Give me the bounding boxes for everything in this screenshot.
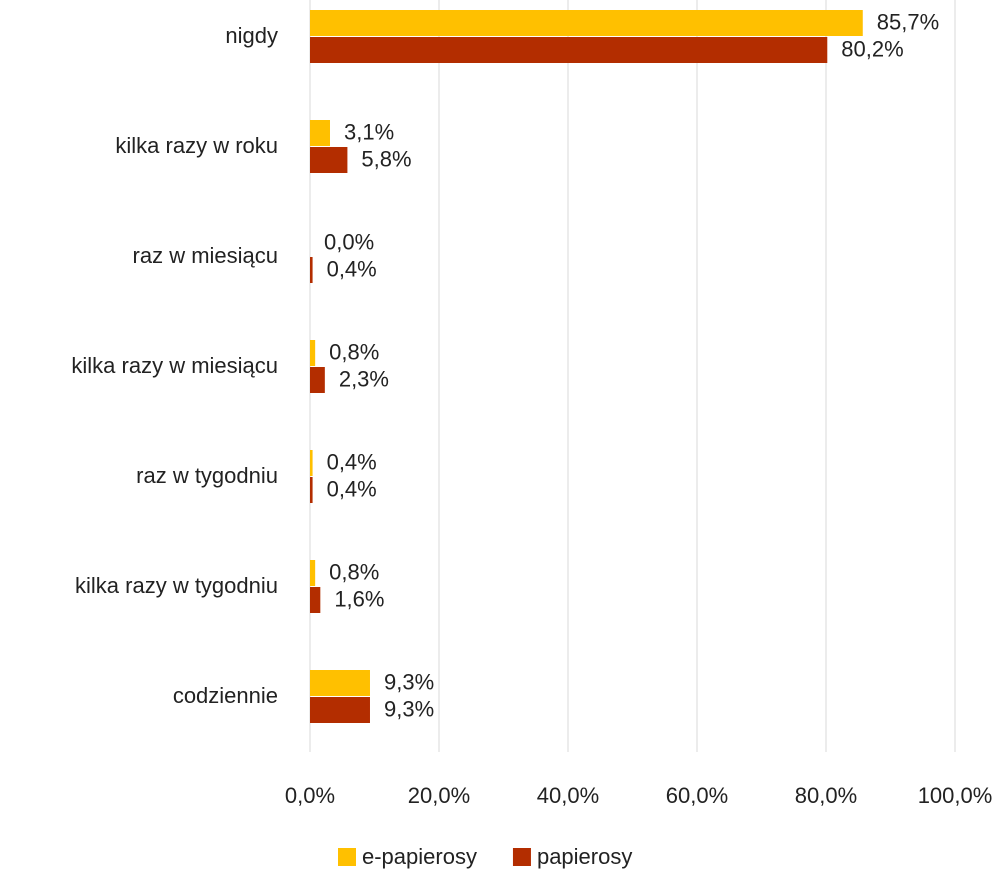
y-tick-label: kilka razy w miesiącu	[71, 353, 278, 378]
y-tick-label: raz w miesiącu	[133, 243, 278, 268]
value-label: 0,4%	[327, 449, 377, 474]
value-label: 5,8%	[361, 146, 411, 171]
legend-swatch	[512, 848, 531, 866]
legend-label: e-papierosy	[362, 844, 477, 869]
value-label: 9,3%	[384, 696, 434, 721]
value-label: 0,8%	[329, 339, 379, 364]
bar	[310, 697, 370, 723]
legend-label: papierosy	[537, 844, 632, 869]
x-tick-label: 100,0%	[918, 783, 993, 808]
bar	[310, 477, 313, 503]
x-tick-label: 20,0%	[408, 783, 470, 808]
bar	[310, 37, 828, 63]
y-tick-label: kilka razy w tygodniu	[75, 573, 278, 598]
bar	[310, 367, 325, 393]
y-tick-label: kilka razy w roku	[115, 133, 278, 158]
value-label: 0,4%	[327, 476, 377, 501]
bar	[310, 560, 316, 586]
value-label: 3,1%	[344, 119, 394, 144]
value-label: 2,3%	[339, 366, 389, 391]
y-tick-label: raz w tygodniu	[136, 463, 278, 488]
y-tick-label: nigdy	[225, 23, 278, 48]
legend-swatch	[338, 848, 356, 866]
value-label: 0,8%	[329, 559, 379, 584]
value-label: 0,4%	[327, 256, 377, 281]
value-label: 80,2%	[841, 36, 903, 61]
bar	[310, 120, 330, 146]
bar	[310, 257, 313, 283]
bar	[310, 147, 348, 173]
bar	[310, 450, 313, 476]
value-label: 9,3%	[384, 669, 434, 694]
y-tick-label: codziennie	[173, 683, 278, 708]
value-label: 0,0%	[324, 229, 374, 254]
x-tick-label: 0,0%	[285, 783, 335, 808]
bar	[310, 587, 321, 613]
bar	[310, 10, 863, 36]
bar	[310, 340, 316, 366]
value-label: 85,7%	[877, 9, 939, 34]
x-tick-label: 40,0%	[537, 783, 599, 808]
x-tick-label: 80,0%	[795, 783, 857, 808]
value-label: 1,6%	[334, 586, 384, 611]
bar	[310, 670, 370, 696]
x-tick-label: 60,0%	[666, 783, 728, 808]
